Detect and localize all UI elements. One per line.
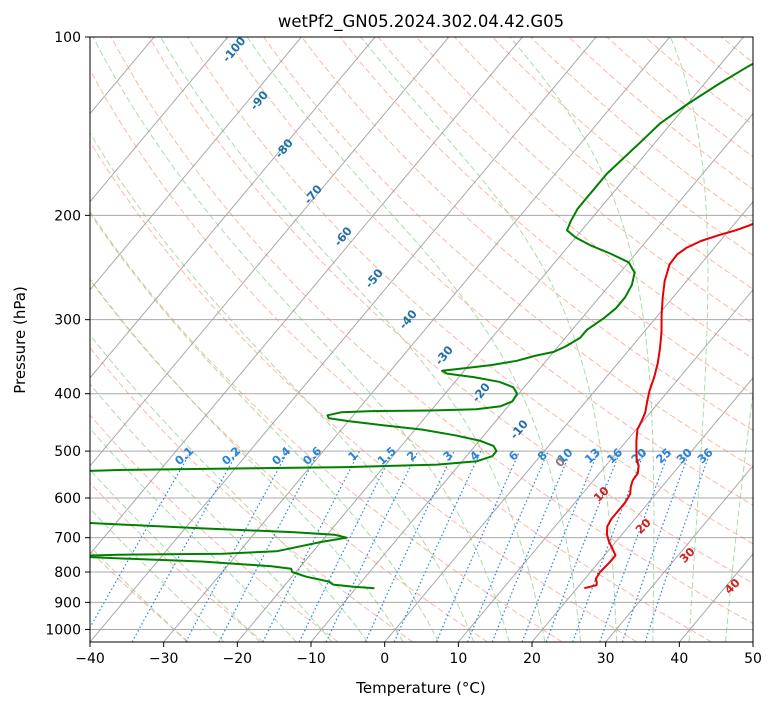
mixing-ratio-label: 6 [506,448,521,464]
mixing-ratio-line [546,451,620,642]
dry-adiabat [531,37,775,642]
chart-title: wetPf2_GN05.2024.302.04.42.G05 [278,12,564,32]
isotherm-line [385,37,775,642]
dry-adiabat [721,37,775,642]
y-tick-label: 1000 [45,622,81,638]
y-tick-label: 500 [54,444,81,460]
isotherm-label: -30 [432,343,456,368]
x-tick-label: 40 [670,651,688,667]
mixing-ratio-label: 0.1 [172,444,196,468]
x-axis: −40 −30 −20 −10 0 10 20 30 40 50 [75,642,762,667]
y-tick-label: 700 [54,531,81,547]
dry-adiabat [493,37,775,642]
mixing-ratio-label: 0.6 [300,444,324,468]
x-tick-label: −10 [296,651,326,667]
isotherm-label: -60 [331,224,355,249]
dry-adiabat [645,37,775,642]
isotherm-label: -100 [219,34,248,65]
moist-adiabat [726,37,775,642]
x-tick-label: 20 [523,651,541,667]
y-tick-label: 600 [54,491,81,507]
mixing-ratio-line [186,451,288,642]
y-axis: 100 200 300 400 500 600 700 800 900 1000 [45,30,90,638]
isotherm-line [164,37,670,642]
y-tick-label: 800 [54,565,81,581]
mixing-ratio-label: 1 [345,448,360,464]
x-axis-title: Temperature (°C) [355,679,485,697]
isotherm-line [753,37,775,642]
dry-adiabat [416,37,775,642]
isotherm-line [0,37,449,642]
moist-adiabat-label: 40 [722,576,743,597]
moist-adiabat [0,37,296,642]
dry-adiabat [264,37,775,642]
mixing-ratio-line [132,451,238,642]
mixing-ratio-line [468,451,549,642]
y-tick-label: 200 [54,208,81,224]
mixing-ratio-line [436,451,519,642]
mixing-ratio-label: 0.4 [269,444,293,468]
mixing-ratio-line [394,451,481,642]
x-tick-label: 0 [380,651,389,667]
dry-adiabat [569,37,775,642]
isotherm-label: -90 [247,88,271,113]
isotherm-line [0,37,228,642]
isotherm-label: -20 [469,380,493,405]
isotherm-line [0,37,375,642]
mixing-ratio-line [492,451,571,642]
dry-adiabat [760,37,775,642]
background-reference-lines [0,37,775,642]
x-tick-label: 10 [449,651,467,667]
isotherm-label: -80 [272,136,296,161]
isotherm-label: -50 [362,266,386,291]
x-tick-label: −20 [223,651,253,667]
moist-adiabat [161,37,545,642]
mixing-ratio-label: 13 [582,445,603,466]
isotherm-label: -40 [396,307,420,332]
isotherm-line [311,37,775,642]
mixing-ratio-label: 25 [653,445,674,466]
mixing-ratio-label: 20 [628,445,649,466]
moist-adiabat [0,37,260,642]
moist-adiabat [0,37,368,642]
x-tick-label: 30 [597,651,615,667]
x-tick-label: −40 [75,651,105,667]
mixing-ratio-label: 16 [604,445,625,466]
y-tick-label: 300 [54,313,81,329]
x-tick-label: 50 [744,651,762,667]
mixing-ratio-line [263,451,360,642]
isotherm-line [237,37,743,642]
mixing-ratio-label: 36 [694,445,715,466]
mixing-ratio-line [326,451,418,642]
y-axis-title: Pressure (hPa) [11,286,29,394]
y-tick-label: 100 [54,30,81,46]
mixing-ratio-label: 2 [404,448,419,464]
mixing-ratio-label: 1.5 [374,444,398,468]
y-tick-label: 400 [54,387,81,403]
x-tick-label: −30 [149,651,179,667]
mixing-ratio-label: 30 [674,445,695,466]
mixing-ratio-label: 3 [440,448,455,464]
y-tick-label: 900 [54,595,81,611]
isotherm-line [0,37,7,642]
isotherm-label: -70 [301,182,325,207]
moist-adiabat-label: 10 [591,484,612,505]
dry-adiabat [111,37,775,642]
